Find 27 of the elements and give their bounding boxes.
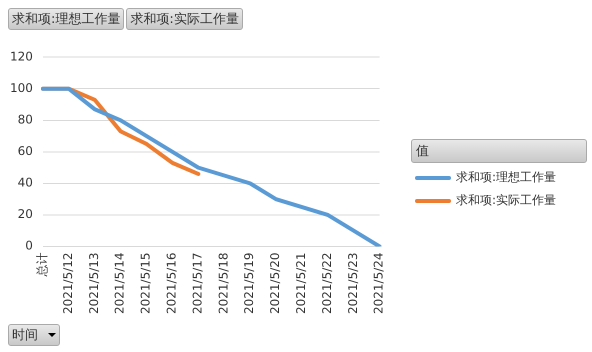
legend-label: 求和项:理想工作量 bbox=[456, 169, 556, 186]
y-tick-label: 80 bbox=[18, 112, 33, 126]
x-tick-label: 2021/5/24 bbox=[372, 252, 386, 314]
x-tick-label: 2021/5/12 bbox=[60, 252, 75, 314]
x-tick-label: 2021/5/22 bbox=[320, 252, 334, 314]
y-tick-label: 20 bbox=[18, 207, 33, 222]
y-tick-label: 100 bbox=[10, 80, 33, 95]
y-tick-label: 60 bbox=[18, 144, 33, 158]
legend-title: 值 bbox=[411, 139, 587, 163]
x-tick-label: 2021/5/23 bbox=[346, 252, 360, 314]
x-tick-label: 2021/5/18 bbox=[216, 252, 230, 314]
y-tick-label: 40 bbox=[18, 176, 33, 190]
y-tick-label: 120 bbox=[10, 49, 33, 64]
x-tick-label: 2021/5/13 bbox=[86, 252, 101, 314]
legend-label: 求和项:实际工作量 bbox=[456, 192, 556, 209]
x-tick-label: 2021/5/20 bbox=[268, 252, 282, 314]
x-tick-label: 2021/5/21 bbox=[294, 252, 308, 314]
x-tick-label: 2021/5/14 bbox=[112, 252, 127, 314]
x-tick-label: 2021/5/17 bbox=[190, 252, 204, 314]
x-tick-label: 2021/5/15 bbox=[138, 252, 153, 314]
x-axis-title: 时间 bbox=[12, 327, 38, 344]
x-tick-label: 总计 bbox=[35, 252, 50, 278]
x-tick-label: 2021/5/19 bbox=[242, 252, 256, 314]
y-tick-label: 0 bbox=[25, 238, 33, 253]
x-tick-label: 2021/5/16 bbox=[164, 252, 179, 314]
text: 求和项:实际工作量 bbox=[126, 8, 243, 30]
text: 求和项:理想工作量 bbox=[8, 8, 124, 30]
